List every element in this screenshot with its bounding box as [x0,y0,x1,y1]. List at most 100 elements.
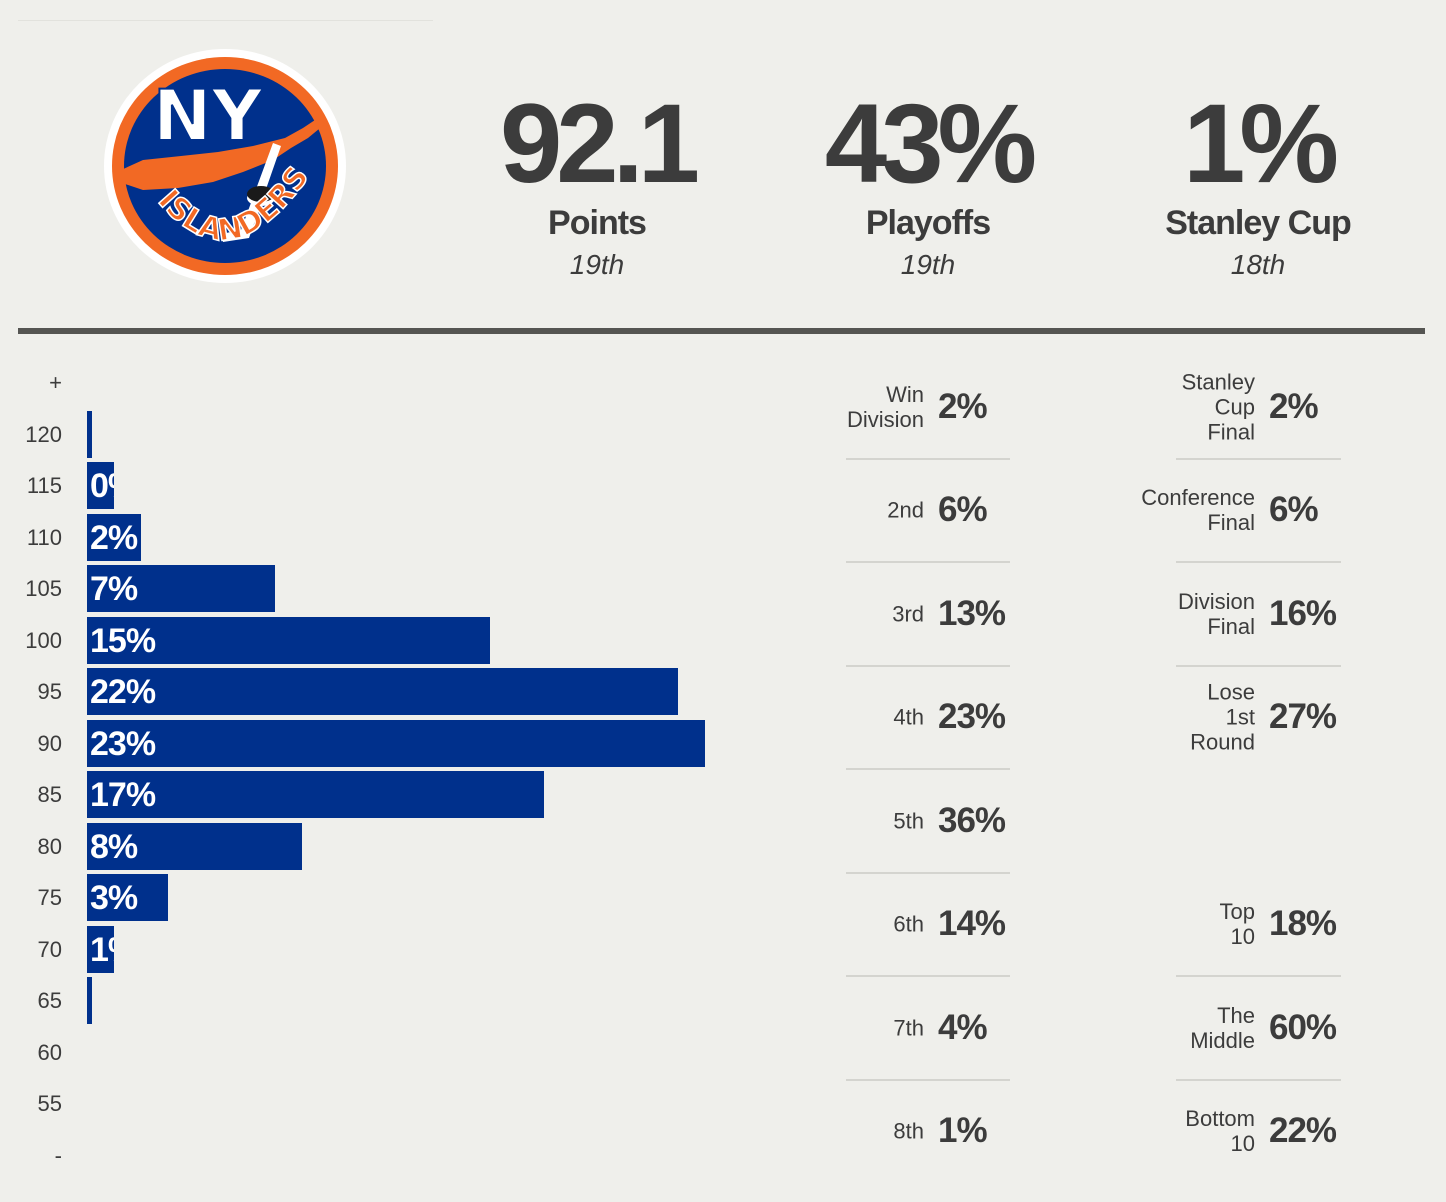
league-rank-item: Top 10 18% [1176,873,1341,976]
bar-row: 7% [87,565,705,612]
bar-data-label: 23% [90,724,156,763]
row-separator [846,561,1010,563]
y-tick-label: 120 [25,421,62,447]
playoff-round-item-label: Conference Final [1141,485,1255,535]
bar: 23% [87,719,705,767]
division-finish-item-label: 7th [893,1015,924,1040]
playoff-round-item-label: Lose 1st Round [1190,679,1255,755]
row-separator [1176,1078,1341,1081]
y-tick-label: 85 [37,782,62,807]
division-finish-item: 5th 36% [846,769,1010,872]
y-tick-label: 90 [37,730,62,756]
division-finish-item-label: 3rd [892,601,924,626]
playoff-round-item: Lose 1st Round 27% [1176,666,1341,769]
playoff-round-item: Conference Final 6% [1141,459,1341,562]
bar-row: 23% [87,719,705,767]
division-finish-item-value: 14% [938,904,1006,943]
playoff-round-item-value: 6% [1269,490,1319,529]
stanley-cup-stat: 1% Stanley Cup 18th [1108,88,1408,281]
bar [87,410,93,458]
row-separator [846,871,1010,874]
bar: 3% [87,874,168,921]
division-finish-item-label: 4th [893,704,924,730]
division-finish-item-label: 8th [893,1118,924,1144]
playoff-round-item: Stanley Cup Final 2% [1176,355,1341,458]
division-finish-item-label: 6th [893,911,924,937]
division-finish-item-value: 23% [938,697,1006,736]
bar-data-label: 22% [90,673,156,711]
playoffs-stat: 43% Playoffs 19th [778,88,1078,281]
bar-data-label: 8% [90,827,138,866]
bar: 7% [87,565,276,612]
bar: 1% [87,925,114,973]
playoff-round-item-value: 16% [1269,593,1337,633]
points-label: Points [548,204,647,242]
y-tick-label: + [49,370,62,395]
row-separator [846,975,1010,977]
y-tick-label: 115 [26,473,62,498]
playoff-round-item-label: Division Final [1177,588,1255,639]
bar-row: 2% [87,513,705,561]
bar: 17% [87,771,544,818]
y-tick-label: 70 [37,936,62,962]
y-tick-label: 110 [26,524,62,550]
row-separator [1176,975,1341,977]
division-finish-item-label: 5th [893,808,924,833]
division-finish-item: Win Division 2% [846,355,1010,458]
top-rule [18,20,433,21]
bar-row [87,410,705,458]
row-separator [846,768,1010,770]
division-finish-item: 3rd 13% [846,562,1010,665]
bar-data-label: 3% [90,879,138,917]
playoffs-rank: 19th [900,249,956,280]
bar [87,977,93,1024]
y-tick-label: 105 [25,576,62,601]
division-finish-item: 8th 1% [846,1080,1010,1183]
division-finish-item-value: 36% [938,800,1006,840]
y-tick-label: 80 [37,833,62,859]
points-rank: 19th [569,249,625,280]
bar: 15% [87,616,491,664]
bar: 0% [87,462,114,509]
division-finish-item-value: 13% [938,593,1006,633]
division-finish-item-value: 6% [938,490,988,529]
playoff-round-item-label: Stanley Cup Final [1181,369,1255,444]
league-rank-item: The Middle 60% [1176,976,1341,1079]
bar: 2% [87,513,141,561]
playoff-round-item-value: 2% [1269,386,1319,426]
section-divider [18,328,1425,334]
bar-row [87,977,705,1024]
logo-ny-text: NY [153,75,264,157]
playoff-round-item: Division Final 16% [1176,562,1341,665]
row-separator [1176,457,1341,460]
bar: 8% [87,822,302,870]
bar-row: 1% [87,925,705,973]
y-tick-label: 60 [37,1039,62,1065]
division-finish-item: 4th 23% [846,666,1010,769]
league-rank-item: Bottom 10 22% [1176,1080,1341,1183]
bar-row: 8% [87,822,705,870]
y-tick-label: 100 [25,627,62,653]
division-finish-item-label: 2nd [887,497,924,523]
division-finish-item: 6th 14% [846,873,1010,976]
y-tick-label: 65 [37,988,62,1013]
bar-data-label: 15% [90,621,156,660]
bar-row: 0% [87,462,705,509]
league-rank-item-label: Bottom 10 [1185,1106,1255,1156]
playoff-round-item-value: 27% [1269,697,1337,736]
league-rank-item-value: 18% [1269,904,1337,943]
bar-row: 3% [87,874,705,921]
y-tick-label: 55 [37,1091,62,1116]
division-finish-item-value: 2% [938,386,988,426]
league-rank-item-label: Top 10 [1219,899,1255,949]
row-separator [1176,561,1341,563]
row-separator [846,457,1010,460]
playoffs-value: 43% [824,81,1037,206]
division-finish-item-label: Win Division [846,381,924,432]
bar-data-label: 0% [90,467,114,505]
stanley-cup-rank: 18th [1230,249,1286,280]
division-finish-item: 2nd 6% [846,459,1010,562]
league-rank-item-value: 22% [1269,1111,1337,1150]
division-finish-item-value: 4% [938,1007,988,1047]
stanley-cup-value: 1% [1183,81,1339,206]
